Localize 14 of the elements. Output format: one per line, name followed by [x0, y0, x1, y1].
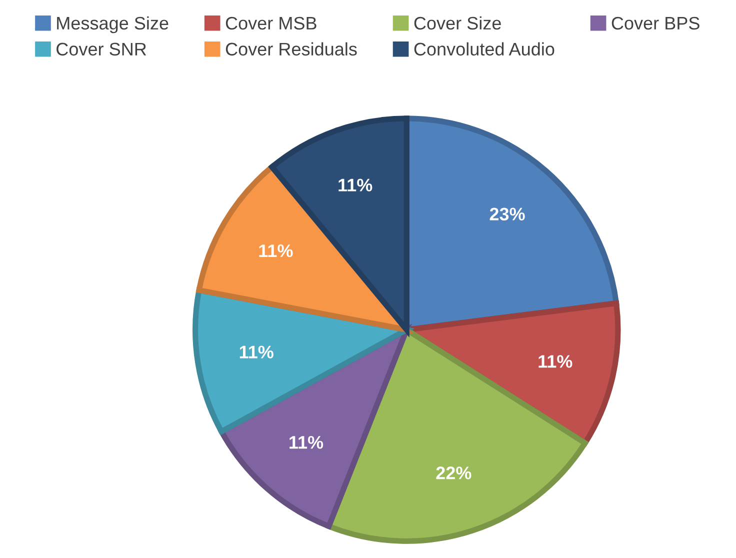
data-label: 22% [436, 466, 472, 480]
data-label: 11% [290, 436, 324, 449]
legend-label: Cover Residuals [226, 42, 357, 56]
data-label: 11% [259, 244, 293, 258]
legend-label: Message Size [57, 16, 168, 34]
data-label: 23% [490, 208, 525, 221]
legend-label: Convoluted Audio [414, 42, 554, 56]
data-label: 11% [538, 355, 572, 368]
legend-label: Cover BPS [612, 16, 700, 30]
legend-label: Cover Size [414, 16, 501, 30]
data-label: 11% [338, 178, 372, 192]
legend-label: Cover SNR [56, 42, 146, 56]
legend-label: Cover MSB [226, 16, 316, 30]
data-label: 11% [240, 346, 274, 358]
